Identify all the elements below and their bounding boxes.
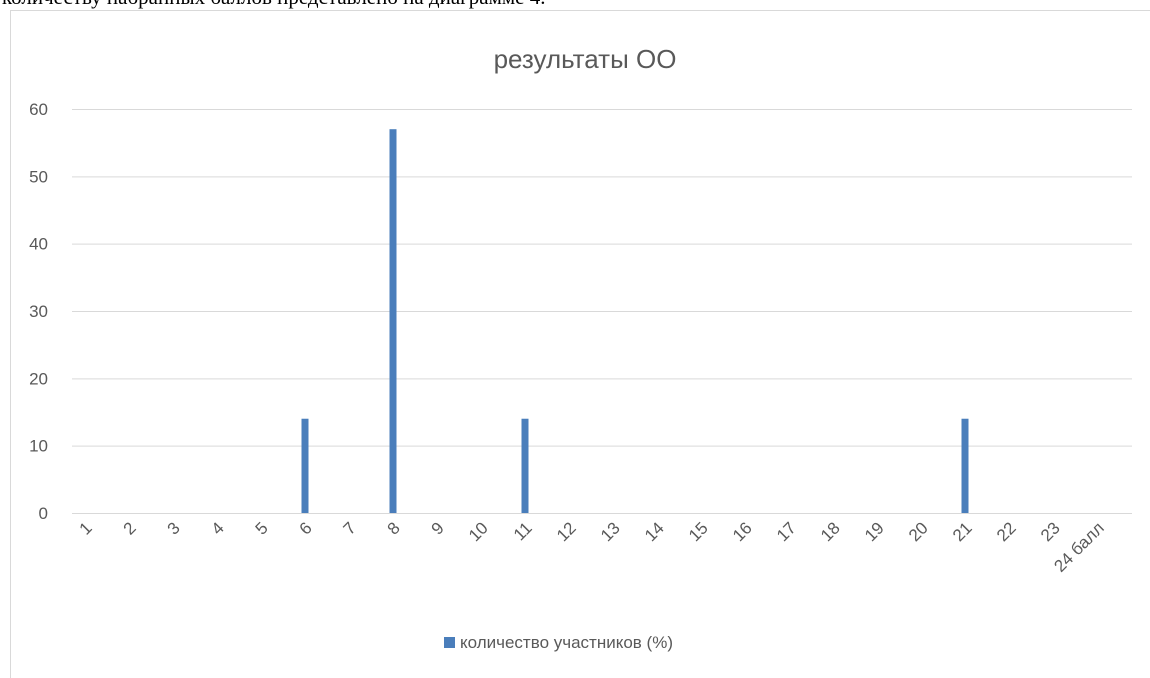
y-tick-label: 10: [29, 437, 48, 456]
x-tick-label: 5: [252, 518, 272, 538]
x-tick-label: 15: [685, 518, 712, 545]
bar: [961, 418, 969, 513]
bar: [521, 418, 529, 513]
y-tick-label: 50: [29, 167, 48, 186]
x-tick-label: 17: [773, 518, 800, 545]
chart-frame: [10, 10, 1150, 678]
x-tick-label: 8: [384, 518, 404, 538]
y-tick-label: 30: [29, 302, 48, 321]
legend-label: количество участников (%): [460, 633, 673, 652]
caption: количеству набранных баллов представлено…: [2, 0, 546, 9]
y-tick-label: 60: [29, 100, 48, 119]
x-tick-label: 2: [120, 518, 140, 538]
chart-title: результаты ОО: [494, 44, 677, 74]
bar: [389, 129, 397, 513]
x-tick-label: 19: [861, 518, 888, 545]
x-tick-label: 16: [729, 518, 756, 545]
y-tick-label: 40: [29, 235, 48, 254]
x-tick-label: 21: [949, 518, 976, 545]
y-tick-label: 20: [29, 369, 48, 388]
y-tick-label: 0: [39, 504, 48, 523]
x-tick-label: 4: [208, 518, 228, 538]
x-tick-label: 9: [428, 518, 448, 538]
x-tick-label: 1: [76, 518, 96, 538]
x-tick-label: 12: [553, 518, 580, 545]
x-tick-label: 14: [641, 518, 668, 545]
x-tick-label: 6: [296, 518, 316, 538]
x-tick-label: 3: [164, 518, 184, 538]
x-tick-label: 7: [340, 518, 360, 538]
x-tick-label: 13: [597, 518, 624, 545]
bar: [301, 418, 309, 513]
x-tick-label: 23: [1037, 518, 1064, 545]
legend-swatch: [444, 637, 455, 648]
x-tick-label: 10: [465, 518, 492, 545]
x-tick-label: 18: [817, 518, 844, 545]
x-tick-label: 11: [510, 518, 536, 544]
x-tick-label: 22: [993, 518, 1020, 545]
x-tick-label: 20: [905, 518, 932, 545]
